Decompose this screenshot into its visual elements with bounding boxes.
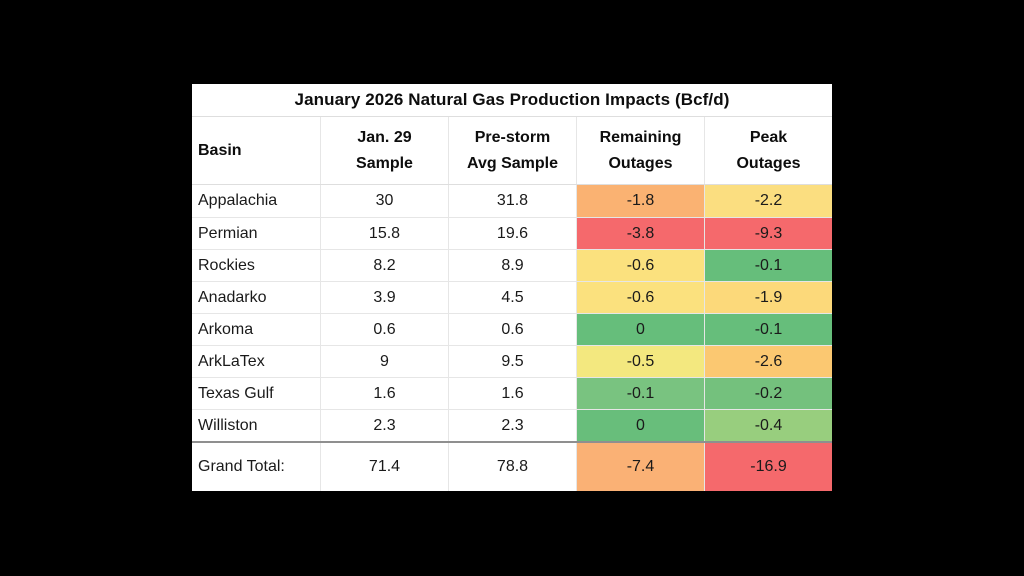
- remaining-outages-value: 0: [576, 410, 704, 441]
- jan29-sample-value: 1.6: [320, 378, 448, 409]
- header-label-line2: Sample: [356, 154, 413, 172]
- remaining-outages-value: -3.8: [576, 218, 704, 249]
- basin-cell: Permian: [198, 224, 258, 242]
- grand-total-remaining-outages-value: -7.4: [576, 443, 704, 491]
- prestorm-avg-sample-value: 31.8: [448, 185, 576, 217]
- table-row: Arkoma 0.6 0.6 0 -0.1: [192, 313, 832, 345]
- column-header-peak-outages: Peak Outages: [704, 117, 832, 184]
- table-row: Permian 15.8 19.6 -3.8 -9.3: [192, 217, 832, 249]
- column-header-basin: Basin: [192, 117, 320, 184]
- table-row: Appalachia 30 31.8 -1.8 -2.2: [192, 185, 832, 217]
- table-row: Williston 2.3 2.3 0 -0.4: [192, 409, 832, 441]
- basin-cell: Texas Gulf: [198, 384, 274, 402]
- remaining-outages-value: -0.6: [576, 282, 704, 313]
- table-header: Basin Jan. 29 Sample Pre-storm Avg Sampl…: [192, 117, 832, 185]
- remaining-outages-value: 0: [576, 314, 704, 345]
- grand-total-peak-outages-value: -16.9: [704, 443, 832, 491]
- remaining-outages-value: -0.1: [576, 378, 704, 409]
- remaining-outages-value: -0.6: [576, 250, 704, 281]
- basin-cell: ArkLaTex: [198, 352, 265, 370]
- header-label-line1: Peak: [749, 128, 788, 146]
- table-title: January 2026 Natural Gas Production Impa…: [192, 84, 832, 117]
- peak-outages-value: -9.3: [704, 218, 832, 249]
- jan29-sample-value: 15.8: [320, 218, 448, 249]
- jan29-sample-value: 0.6: [320, 314, 448, 345]
- column-header-jan29-sample: Jan. 29 Sample: [320, 117, 448, 184]
- prestorm-avg-sample-value: 4.5: [448, 282, 576, 313]
- header-label-line1: Remaining: [599, 128, 682, 146]
- column-header-remaining-outages: Remaining Outages: [576, 117, 704, 184]
- production-impacts-table: January 2026 Natural Gas Production Impa…: [192, 84, 832, 491]
- table-row: ArkLaTex 9 9.5 -0.5 -2.6: [192, 345, 832, 377]
- basin-cell: Rockies: [198, 256, 255, 274]
- prestorm-avg-sample-value: 8.9: [448, 250, 576, 281]
- prestorm-avg-sample-value: 1.6: [448, 378, 576, 409]
- table-row: Anadarko 3.9 4.5 -0.6 -1.9: [192, 281, 832, 313]
- basin-cell: Arkoma: [198, 320, 254, 338]
- remaining-outages-value: -1.8: [576, 185, 704, 217]
- header-label: Basin: [198, 141, 242, 159]
- header-label-line2: Outages: [608, 154, 673, 172]
- basin-cell: Williston: [198, 416, 258, 434]
- peak-outages-value: -1.9: [704, 282, 832, 313]
- grand-total-jan29-sample-value: 71.4: [320, 443, 448, 491]
- grand-total-row: Grand Total: 71.4 78.8 -7.4 -16.9: [192, 441, 832, 491]
- remaining-outages-value: -0.5: [576, 346, 704, 377]
- header-label-line2: Avg Sample: [467, 154, 558, 172]
- peak-outages-value: -0.2: [704, 378, 832, 409]
- peak-outages-value: -2.2: [704, 185, 832, 217]
- basin-cell: Appalachia: [198, 192, 278, 209]
- peak-outages-value: -0.1: [704, 314, 832, 345]
- grand-total-prestorm-avg-value: 78.8: [448, 443, 576, 491]
- header-label-line1: Jan. 29: [357, 128, 412, 146]
- table-row: Rockies 8.2 8.9 -0.6 -0.1: [192, 249, 832, 281]
- peak-outages-value: -2.6: [704, 346, 832, 377]
- header-label-line1: Pre-storm: [474, 128, 551, 146]
- table-row: Texas Gulf 1.6 1.6 -0.1 -0.2: [192, 377, 832, 409]
- jan29-sample-value: 9: [320, 346, 448, 377]
- header-label-line2: Outages: [736, 154, 801, 172]
- peak-outages-value: -0.4: [704, 410, 832, 441]
- prestorm-avg-sample-value: 2.3: [448, 410, 576, 441]
- basin-cell: Anadarko: [198, 288, 267, 306]
- grand-total-label: Grand Total:: [198, 458, 285, 475]
- prestorm-avg-sample-value: 19.6: [448, 218, 576, 249]
- column-header-prestorm-avg-sample: Pre-storm Avg Sample: [448, 117, 576, 184]
- jan29-sample-value: 30: [320, 185, 448, 217]
- jan29-sample-value: 2.3: [320, 410, 448, 441]
- peak-outages-value: -0.1: [704, 250, 832, 281]
- prestorm-avg-sample-value: 9.5: [448, 346, 576, 377]
- jan29-sample-value: 3.9: [320, 282, 448, 313]
- table-rows: Appalachia 30 31.8 -1.8 -2.2 Permian 15.8 19.6-…: [192, 185, 832, 441]
- prestorm-avg-sample-value: 0.6: [448, 314, 576, 345]
- jan29-sample-value: 8.2: [320, 250, 448, 281]
